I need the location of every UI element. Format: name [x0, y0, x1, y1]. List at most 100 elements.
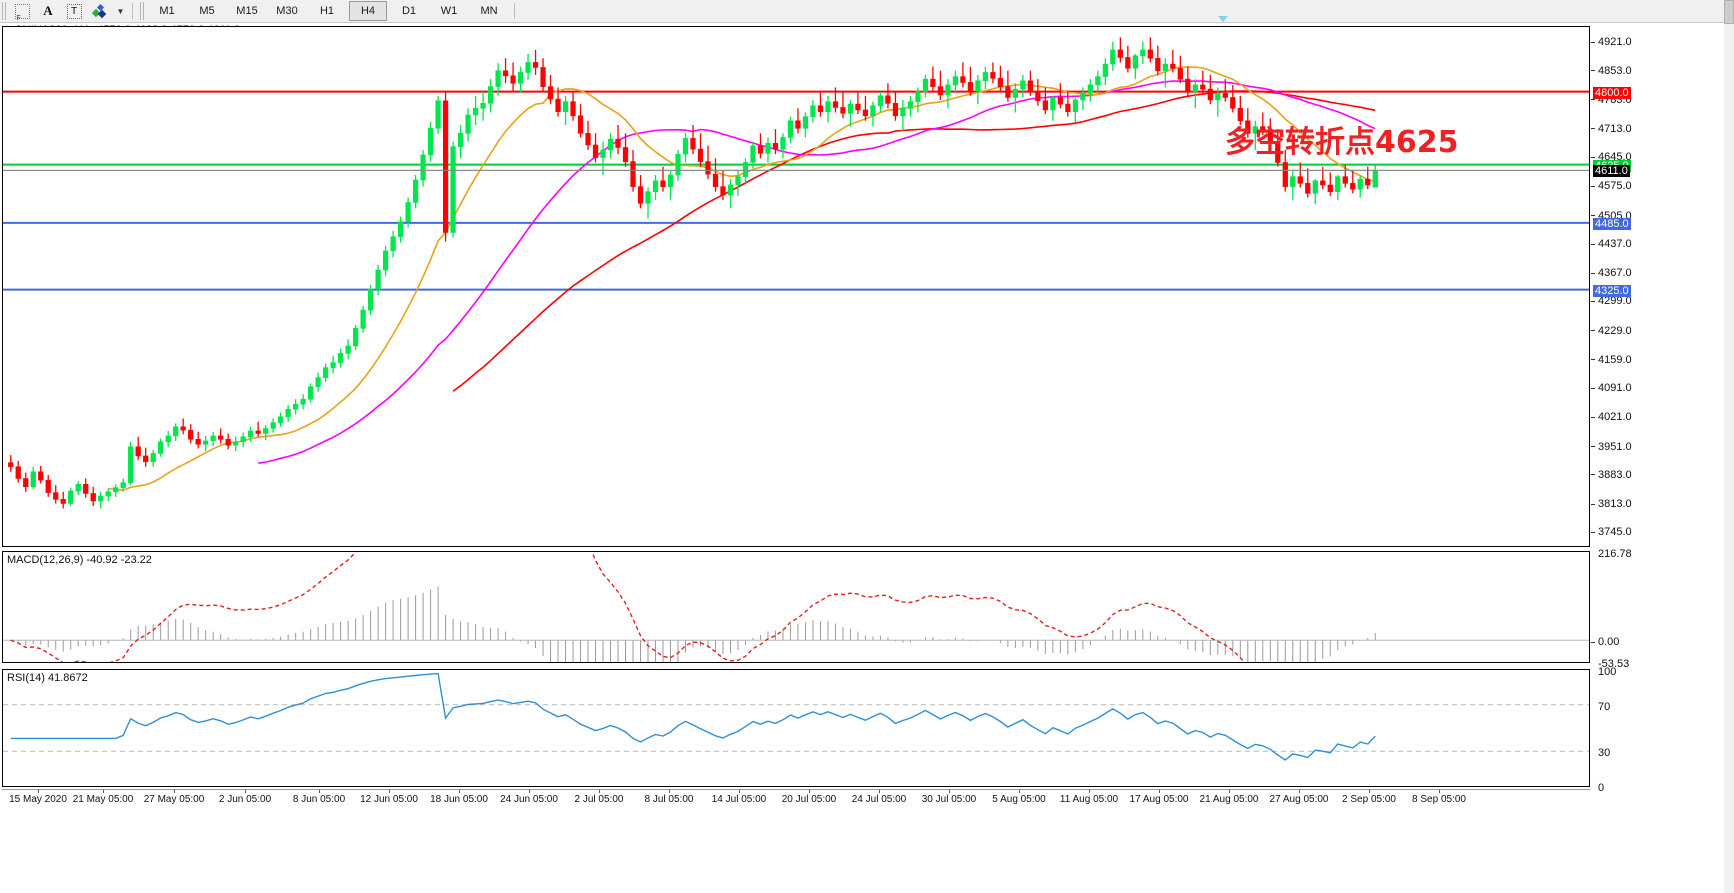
time-scale[interactable]: 15 May 2020 21 May 05:00 27 May 05:00 2 Jun… — [2, 789, 1590, 812]
support-level-tag[interactable]: 4325.0 — [1593, 284, 1631, 297]
time-tick — [1229, 790, 1230, 793]
shapes-icon[interactable] — [87, 1, 113, 21]
price-tick-label: 4021.0 — [1598, 411, 1632, 424]
timeframe-grip[interactable] — [140, 2, 145, 20]
price-tick: 4367.0 — [1591, 267, 1632, 279]
time-tick — [809, 790, 810, 793]
time-tick — [245, 790, 246, 793]
macd-histogram — [17, 586, 1376, 662]
price-tick-label: 3813.0 — [1598, 498, 1632, 511]
timeframe-w1[interactable]: W1 — [440, 5, 458, 17]
price-tick-label: 4159.0 — [1598, 353, 1632, 366]
chart-area[interactable]: 多空转折点4625 MACD(12,26,9) -40.92 -23.22 RS… — [0, 24, 1734, 893]
timeframe-h1[interactable]: H1 — [319, 5, 335, 17]
macd-pane[interactable]: MACD(12,26,9) -40.92 -23.22 — [2, 551, 1590, 663]
timeframe-m30[interactable]: M30 — [276, 5, 298, 17]
price-tick: 3745.0 — [1591, 526, 1632, 538]
price-tick-label: 3883.0 — [1598, 468, 1632, 481]
time-tick — [1369, 790, 1370, 793]
time-tick — [1159, 790, 1160, 793]
timeframe-h4[interactable]: H4 — [349, 1, 387, 21]
price-tick-label: 4853.0 — [1598, 64, 1632, 77]
time-axis-label: 8 Jun 05:00 — [292, 794, 346, 805]
macd-chart-canvas — [3, 552, 1589, 662]
price-scale[interactable]: 4921.0 4853.0 4783.0 4713.0 4645.0 4575.0 4505… — [1591, 26, 1734, 794]
time-tick — [1439, 790, 1440, 793]
rsi-tick: 100 — [1591, 666, 1616, 678]
scrollbar-thumb[interactable] — [1724, 0, 1734, 24]
rsi-pane[interactable]: RSI(14) 41.8672 — [2, 669, 1590, 787]
macd-tick-label: 0.00 — [1598, 636, 1620, 649]
price-tick-label: 4299.0 — [1598, 295, 1632, 308]
time-tick — [1019, 790, 1020, 793]
macd-tick-label: -53.53 — [1598, 658, 1630, 670]
main-toolbar: A T ▼ M1 M5 M15 M30 H1 H4 D1 W1 MN — [0, 0, 1734, 23]
chevron-down-icon[interactable]: ▼ — [116, 6, 125, 16]
vertical-scrollbar[interactable] — [1724, 0, 1734, 893]
time-axis-label: 15 May 2020 — [9, 794, 67, 805]
text-box-icon[interactable]: T — [61, 1, 87, 21]
time-axis-label: 8 Sep 05:00 — [1412, 794, 1466, 805]
price-tick: 4575.0 — [1591, 180, 1632, 192]
time-tick — [1089, 790, 1090, 793]
price-tick: 4091.0 — [1591, 382, 1632, 394]
time-axis-label: 24 Jun 05:00 — [500, 794, 558, 805]
time-tick — [669, 790, 670, 793]
price-tick-label: 4091.0 — [1598, 382, 1632, 395]
time-axis-label: 12 Jun 05:00 — [360, 794, 418, 805]
rsi-tick: 0 — [1591, 782, 1604, 794]
price-tick: 4437.0 — [1591, 238, 1632, 250]
price-tick-label: 4437.0 — [1598, 237, 1632, 250]
timeframe-m1[interactable]: M1 — [159, 5, 175, 17]
price-tick: 4921.0 — [1591, 36, 1632, 48]
price-tick: 4159.0 — [1591, 354, 1632, 366]
price-tick-label: 4367.0 — [1598, 267, 1632, 280]
macd-tick: 216.78 — [1591, 548, 1632, 560]
ma-fast-line — [108, 66, 1376, 491]
time-axis-label: 18 Jun 05:00 — [430, 794, 488, 805]
price-tick: 3883.0 — [1591, 469, 1632, 481]
rsi-tick: 70 — [1591, 701, 1610, 713]
time-tick — [879, 790, 880, 793]
toolbar-grip[interactable] — [2, 2, 7, 20]
rsi-line — [10, 672, 1376, 761]
timeframe-m15[interactable]: M15 — [236, 5, 258, 17]
macd-label: MACD(12,26,9) -40.92 -23.22 — [7, 554, 152, 566]
price-tick: 4713.0 — [1591, 123, 1632, 135]
time-tick — [1299, 790, 1300, 793]
macd-signal-line — [10, 552, 1245, 662]
text-label-icon[interactable]: A — [43, 3, 53, 18]
rsi-tick-label: 0 — [1598, 782, 1605, 794]
time-axis-label: 21 Aug 05:00 — [1199, 794, 1259, 805]
time-axis-label: 11 Aug 05:00 — [1059, 794, 1119, 805]
price-tick-label: 4921.0 — [1598, 36, 1632, 49]
time-axis-label: 27 May 05:00 — [143, 794, 205, 805]
time-axis-label: 2 Sep 05:00 — [1342, 794, 1396, 805]
price-tick: 4021.0 — [1591, 411, 1632, 423]
macd-tick-label: 216.78 — [1598, 548, 1632, 560]
time-axis-label: 30 Jul 05:00 — [921, 794, 977, 805]
timeframe-mn[interactable]: MN — [480, 5, 498, 17]
time-tick — [103, 790, 104, 793]
price-pane[interactable]: 多空转折点4625 — [2, 26, 1590, 547]
price-chart-canvas[interactable] — [3, 27, 1589, 546]
timeframe-d1[interactable]: D1 — [401, 5, 417, 17]
price-tick: 4299.0 — [1591, 295, 1632, 307]
candlestick-series — [8, 37, 1378, 509]
macd-tick: -53.53 — [1591, 658, 1629, 670]
time-axis-label: 2 Jul 05:00 — [574, 794, 624, 805]
ma-slow-line — [452, 90, 1376, 392]
rsi-tick-label: 100 — [1598, 666, 1617, 678]
timeframe-m5[interactable]: M5 — [199, 5, 215, 17]
resistance-level-tag[interactable]: 4800.0 — [1593, 86, 1631, 99]
toolbar-divider — [132, 3, 133, 19]
crosshair-icon[interactable] — [9, 1, 35, 22]
scroll-position-marker — [1218, 16, 1228, 22]
support-level-tag[interactable]: 4485.0 — [1593, 217, 1631, 230]
time-axis-label: 2 Jun 05:00 — [218, 794, 272, 805]
last-price-tag[interactable]: 4611.0 — [1593, 165, 1630, 178]
price-tick-label: 4713.0 — [1598, 122, 1632, 135]
time-axis-label: 5 Aug 05:00 — [992, 794, 1046, 805]
time-tick — [38, 790, 39, 793]
time-tick — [739, 790, 740, 793]
